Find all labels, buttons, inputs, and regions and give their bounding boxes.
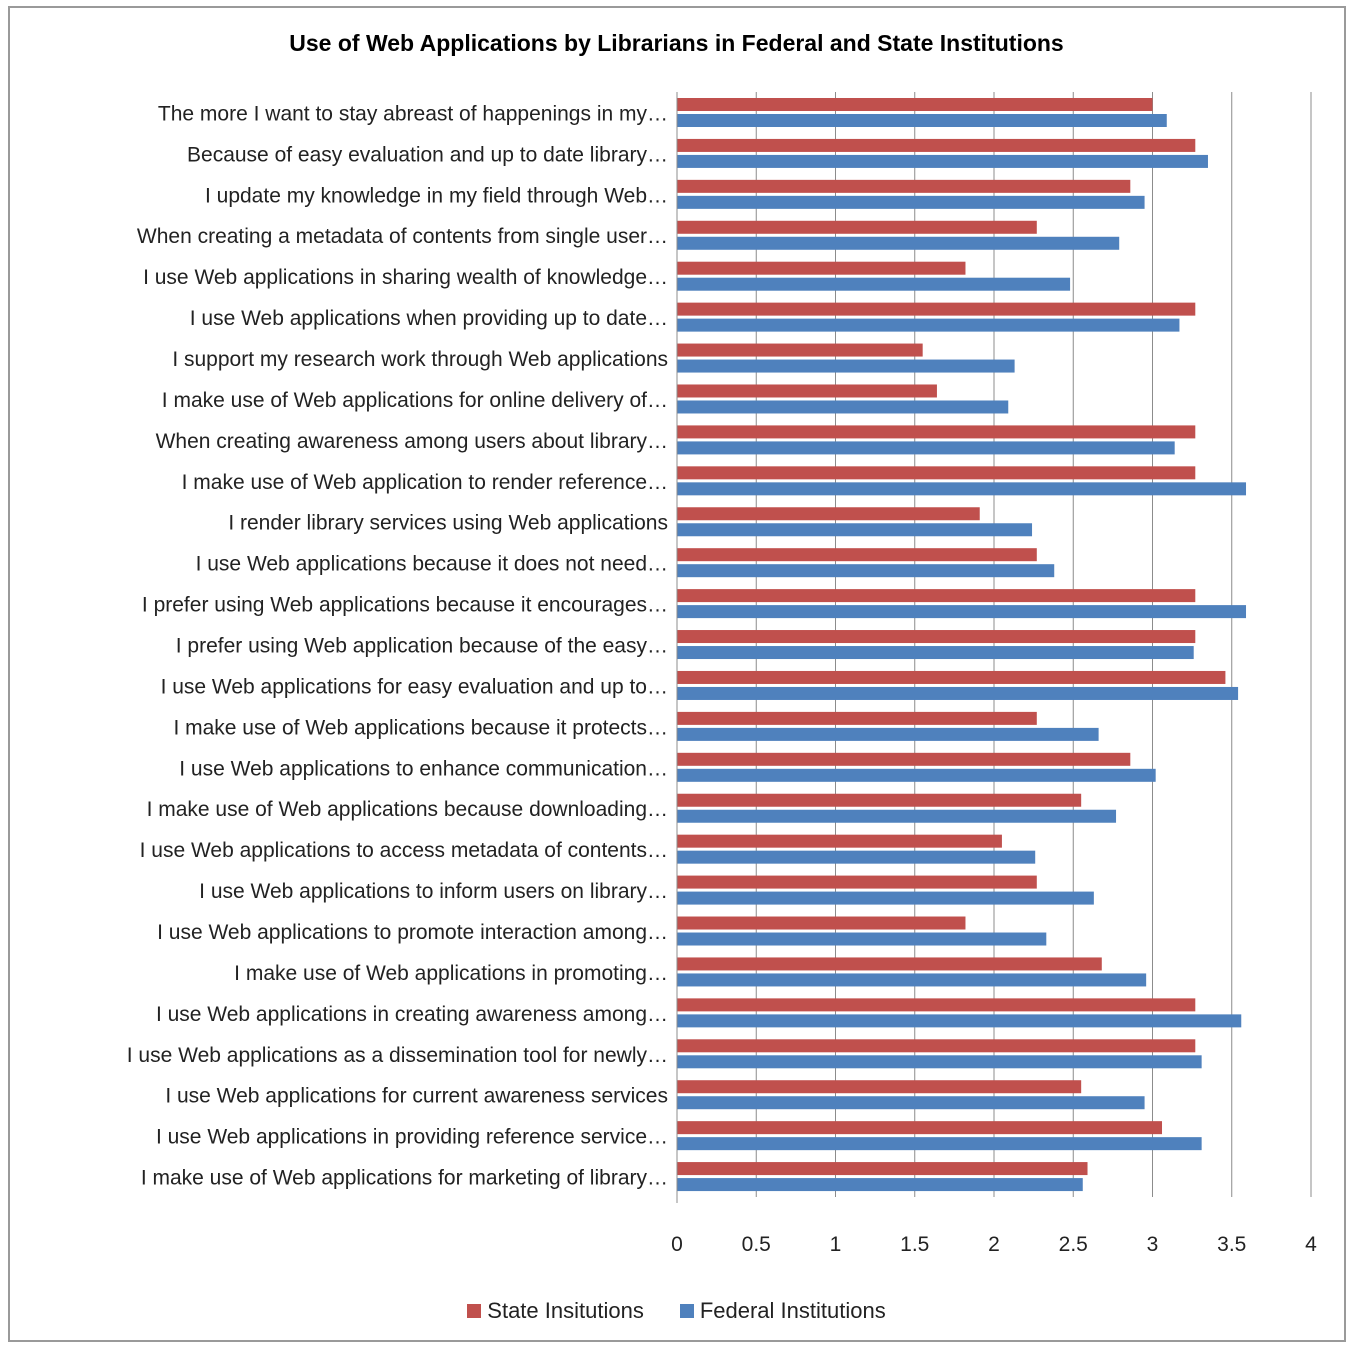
x-tick-label: 3 bbox=[1147, 1233, 1159, 1256]
bar-state bbox=[677, 916, 966, 930]
category-label: I make use of Web applications because i… bbox=[173, 716, 668, 739]
x-tick-label: 2 bbox=[988, 1233, 1000, 1256]
category-label: I use Web applications for current aware… bbox=[165, 1085, 668, 1108]
category-label: I make use of Web applications for marke… bbox=[141, 1167, 668, 1190]
bar-federal bbox=[677, 441, 1175, 455]
bar-federal bbox=[677, 932, 1047, 946]
legend-swatch-federal bbox=[679, 1304, 694, 1318]
x-tick-label: 0 bbox=[671, 1233, 683, 1256]
category-label: I make use of Web applications for onlin… bbox=[162, 389, 668, 412]
bar-state bbox=[677, 384, 937, 398]
category-label: I use Web applications to inform users o… bbox=[199, 880, 668, 903]
category-label: I use Web applications when providing up… bbox=[190, 307, 668, 330]
category-label: I use Web applications to access metadat… bbox=[140, 839, 668, 862]
bar-state bbox=[677, 548, 1037, 562]
bar-federal bbox=[677, 1178, 1083, 1192]
bar-state bbox=[677, 179, 1131, 193]
bar-federal bbox=[677, 523, 1033, 537]
bar-federal bbox=[677, 482, 1247, 496]
category-label: Because of easy evaluation and up to dat… bbox=[187, 143, 668, 166]
bar-state bbox=[677, 793, 1082, 807]
bar-state bbox=[677, 1162, 1088, 1176]
bar-federal bbox=[677, 891, 1094, 905]
category-label: I make use of Web application to render … bbox=[182, 471, 668, 494]
category-label: I use Web applications for easy evaluati… bbox=[161, 675, 668, 698]
bar-federal bbox=[677, 277, 1071, 291]
bar-federal bbox=[677, 195, 1145, 209]
bar-state bbox=[677, 630, 1196, 644]
category-label: I update my knowledge in my field throug… bbox=[205, 184, 668, 207]
bar-federal bbox=[677, 154, 1208, 168]
bar-state bbox=[677, 466, 1196, 480]
category-label: I support my research work through Web a… bbox=[172, 348, 668, 371]
bar-state bbox=[677, 1039, 1196, 1053]
chart-title: Use of Web Applications by Librarians in… bbox=[289, 30, 1064, 56]
bar-state bbox=[677, 220, 1037, 234]
category-label: I make use of Web applications because d… bbox=[147, 798, 668, 821]
bar-federal bbox=[677, 605, 1247, 619]
bar-federal bbox=[677, 1137, 1202, 1151]
legend-item-state: State Insitutions bbox=[467, 1298, 644, 1324]
bar-state bbox=[677, 425, 1196, 439]
category-label: I use Web applications because it does n… bbox=[196, 553, 668, 576]
bar-federal bbox=[677, 768, 1156, 782]
bar-state bbox=[677, 711, 1037, 725]
bar-state bbox=[677, 670, 1226, 684]
legend-label-federal: Federal Institutions bbox=[699, 1298, 886, 1323]
bar-state bbox=[677, 138, 1196, 152]
bar-federal bbox=[677, 809, 1117, 823]
legend-item-federal: Federal Institutions bbox=[679, 1298, 886, 1324]
x-tick-label: 1.5 bbox=[900, 1233, 929, 1256]
bar-federal bbox=[677, 236, 1120, 250]
x-tick-label: 1 bbox=[830, 1233, 842, 1256]
bar-federal bbox=[677, 646, 1194, 660]
legend-label-state: State Insitutions bbox=[487, 1298, 644, 1323]
bar-state bbox=[677, 261, 966, 275]
category-label: I prefer using Web applications because … bbox=[142, 594, 668, 617]
bar-state bbox=[677, 834, 1002, 848]
bar-state bbox=[677, 589, 1196, 603]
bar-state bbox=[677, 98, 1153, 111]
bar-state bbox=[677, 302, 1196, 316]
category-label: When creating awareness among users abou… bbox=[156, 430, 668, 453]
category-label: I use Web applications to promote intera… bbox=[157, 921, 668, 944]
chart-legend: State Insitutions Federal Institutions bbox=[0, 1298, 1353, 1324]
category-label: I use Web applications as a disseminatio… bbox=[127, 1044, 668, 1067]
category-label: I use Web applications to enhance commun… bbox=[179, 757, 668, 780]
bar-federal bbox=[677, 1014, 1242, 1028]
bar-federal bbox=[677, 318, 1180, 332]
bar-federal bbox=[677, 114, 1167, 127]
bar-state bbox=[677, 1121, 1163, 1135]
bar-state bbox=[677, 507, 980, 521]
category-label: I use Web applications in sharing wealth… bbox=[143, 266, 668, 289]
x-tick-label: 3.5 bbox=[1217, 1233, 1246, 1256]
category-label: I render library services using Web appl… bbox=[228, 512, 668, 535]
category-label: I use Web applications in creating aware… bbox=[156, 1003, 668, 1026]
bar-state bbox=[677, 957, 1102, 971]
category-label: I make use of Web applications in promot… bbox=[234, 962, 668, 985]
bar-federal bbox=[677, 400, 1009, 414]
x-tick-label: 0.5 bbox=[742, 1233, 771, 1256]
bar-federal bbox=[677, 359, 1015, 373]
bar-federal bbox=[677, 1096, 1145, 1110]
bar-federal bbox=[677, 686, 1239, 700]
category-label: I prefer using Web application because o… bbox=[176, 635, 668, 658]
bar-state bbox=[677, 875, 1037, 889]
category-label: When creating a metadata of contents fro… bbox=[137, 225, 668, 248]
bar-federal bbox=[677, 1055, 1202, 1069]
bar-federal bbox=[677, 973, 1147, 987]
bar-federal bbox=[677, 564, 1055, 578]
x-tick-label: 2.5 bbox=[1059, 1233, 1088, 1256]
bar-state bbox=[677, 752, 1131, 766]
x-tick-label: 4 bbox=[1305, 1233, 1317, 1256]
category-label: I use Web applications in providing refe… bbox=[156, 1126, 668, 1149]
legend-swatch-state bbox=[467, 1304, 482, 1318]
bar-federal bbox=[677, 727, 1099, 741]
category-label: The more I want to stay abreast of happe… bbox=[158, 102, 668, 125]
bar-state bbox=[677, 1080, 1082, 1094]
bar-state bbox=[677, 998, 1196, 1012]
bar-state bbox=[677, 343, 923, 357]
bar-federal bbox=[677, 850, 1036, 864]
